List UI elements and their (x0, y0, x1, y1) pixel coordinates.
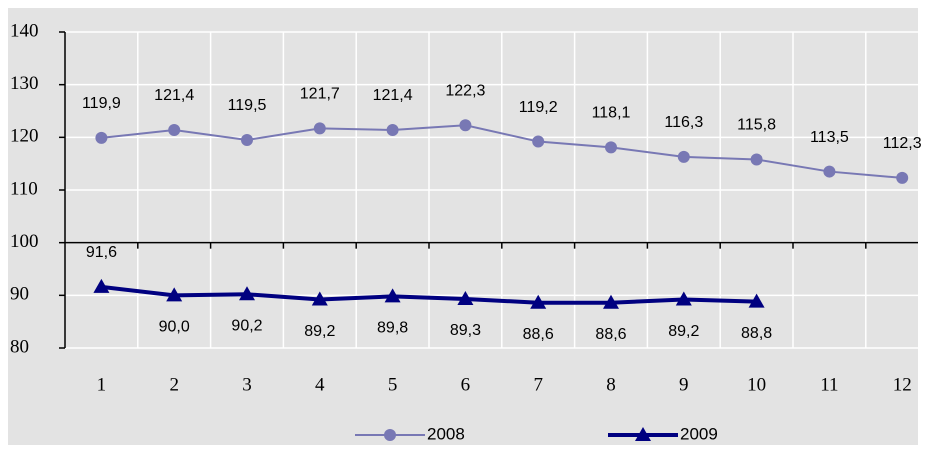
data-label: 90,0 (159, 319, 190, 336)
x-tick-label: 6 (461, 374, 471, 395)
data-label: 115,8 (737, 117, 776, 134)
x-tick-label: 9 (679, 374, 689, 395)
data-label: 113,5 (810, 129, 849, 146)
point (457, 291, 474, 306)
data-label: 112,3 (883, 135, 922, 152)
data-label: 116,3 (664, 114, 703, 131)
y-tick-label: 100 (10, 231, 39, 252)
point (896, 171, 909, 184)
legend-label: 2009 (680, 424, 718, 443)
point (166, 287, 183, 302)
data-label: 121,4 (154, 87, 194, 104)
data-label: 88,6 (595, 326, 626, 343)
point (750, 153, 763, 166)
data-label: 89,2 (304, 323, 335, 340)
x-tick-label: 10 (747, 374, 766, 395)
point (95, 131, 108, 144)
x-tick-label: 7 (533, 374, 543, 395)
x-tick-label: 3 (242, 374, 252, 395)
point (603, 294, 619, 309)
series-line (101, 124, 903, 179)
y-tick-label: 120 (10, 126, 39, 147)
point (93, 278, 110, 293)
data-label: 122,3 (445, 82, 485, 99)
data-label: 91,6 (86, 244, 117, 261)
data-label: 88,8 (741, 325, 772, 342)
point (239, 286, 255, 301)
x-tick-label: 5 (388, 374, 398, 395)
data-label: 119,9 (82, 95, 121, 112)
point (313, 122, 326, 135)
data-label: 119,5 (228, 97, 267, 114)
y-tick-label: 90 (10, 284, 29, 305)
point (677, 150, 690, 163)
x-tick-label: 8 (606, 374, 616, 395)
data-label: 89,3 (450, 322, 481, 339)
y-tick-label: 110 (10, 178, 38, 199)
series-line (101, 284, 757, 305)
point (748, 293, 765, 308)
y-tick-label: 140 (10, 20, 39, 41)
point (605, 141, 617, 154)
data-label: 89,8 (377, 320, 408, 337)
data-label: 119,2 (519, 99, 558, 116)
point (823, 165, 836, 178)
data-label: 90,2 (231, 317, 262, 334)
chart-background (8, 8, 918, 445)
y-tick-label: 80 (10, 336, 29, 357)
x-tick-label: 4 (315, 374, 325, 395)
data-label: 121,4 (373, 87, 413, 104)
data-label: 89,2 (668, 323, 699, 340)
y-tick-label: 130 (10, 73, 39, 94)
point (386, 123, 399, 136)
legend-marker (384, 429, 396, 441)
point (459, 119, 472, 132)
point (168, 123, 181, 136)
point (241, 133, 253, 146)
data-label: 88,6 (523, 326, 554, 343)
point (530, 294, 547, 309)
x-tick-label: 12 (893, 374, 912, 395)
x-tick-label: 11 (820, 374, 838, 395)
legend-label: 2008 (427, 424, 465, 443)
x-tick-label: 1 (97, 374, 107, 395)
point (311, 291, 328, 306)
x-tick-label: 2 (169, 374, 179, 395)
legend-marker (635, 427, 651, 441)
data-label: 121,7 (300, 86, 340, 103)
point (675, 291, 692, 306)
data-label: 118,1 (592, 105, 631, 122)
point (532, 135, 545, 148)
point (384, 288, 401, 303)
